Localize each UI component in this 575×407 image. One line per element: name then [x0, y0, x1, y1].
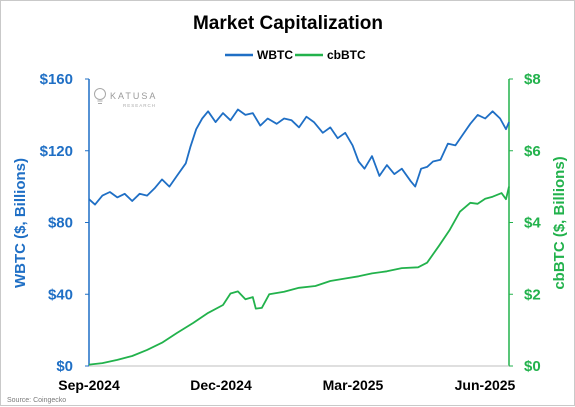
- x-axis-ticks: Sep-2024 Dec-2024 Mar-2025 Jun-2025: [58, 377, 515, 393]
- katusa-logo: KATUSA RESEARCH: [94, 88, 157, 108]
- logo-subtitle: RESEARCH: [123, 103, 156, 108]
- right-axis-ticks: $0 $2 $4 $6 $8: [509, 71, 541, 375]
- source-note: Source: Coingecko: [7, 397, 66, 404]
- left-tick-label: $120: [40, 143, 73, 160]
- left-tick-label: $0: [56, 358, 73, 375]
- legend-label-wbtc: WBTC: [257, 48, 293, 62]
- right-tick-label: $2: [524, 286, 541, 303]
- series-line-cbbtc: [88, 186, 510, 366]
- right-axis-label: cbBTC ($, Billions): [551, 156, 568, 289]
- x-tick-label: Dec-2024: [190, 377, 252, 393]
- right-tick-label: $8: [524, 71, 541, 88]
- series-line-wbtc: [88, 108, 510, 206]
- left-tick-label: $160: [40, 71, 73, 88]
- right-tick-label: $4: [524, 215, 541, 232]
- x-tick-label: Mar-2025: [323, 377, 384, 393]
- chart-title: Market Capitalization: [193, 13, 383, 34]
- x-tick-label: Sep-2024: [58, 377, 120, 393]
- left-axis-ticks: $0 $40 $80 $120 $160: [40, 71, 89, 375]
- right-tick-label: $6: [524, 143, 541, 160]
- left-axis-label: WBTC ($, Billions): [12, 158, 29, 288]
- logo-name: KATUSA: [110, 91, 157, 101]
- x-tick-label: Jun-2025: [455, 377, 516, 393]
- right-tick-label: $0: [524, 358, 541, 375]
- lightbulb-icon: [94, 88, 106, 104]
- legend-label-cbbtc: cbBTC: [327, 48, 366, 62]
- left-tick-label: $80: [48, 215, 73, 232]
- left-tick-label: $40: [48, 286, 73, 303]
